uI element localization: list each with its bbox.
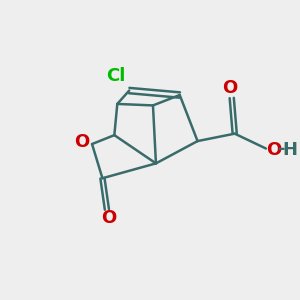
- Text: O: O: [267, 141, 282, 159]
- Text: O: O: [101, 209, 116, 227]
- Text: Cl: Cl: [106, 67, 125, 85]
- Text: H: H: [282, 141, 297, 159]
- Text: O: O: [74, 133, 89, 151]
- Text: O: O: [223, 80, 238, 98]
- Text: -: -: [278, 140, 286, 158]
